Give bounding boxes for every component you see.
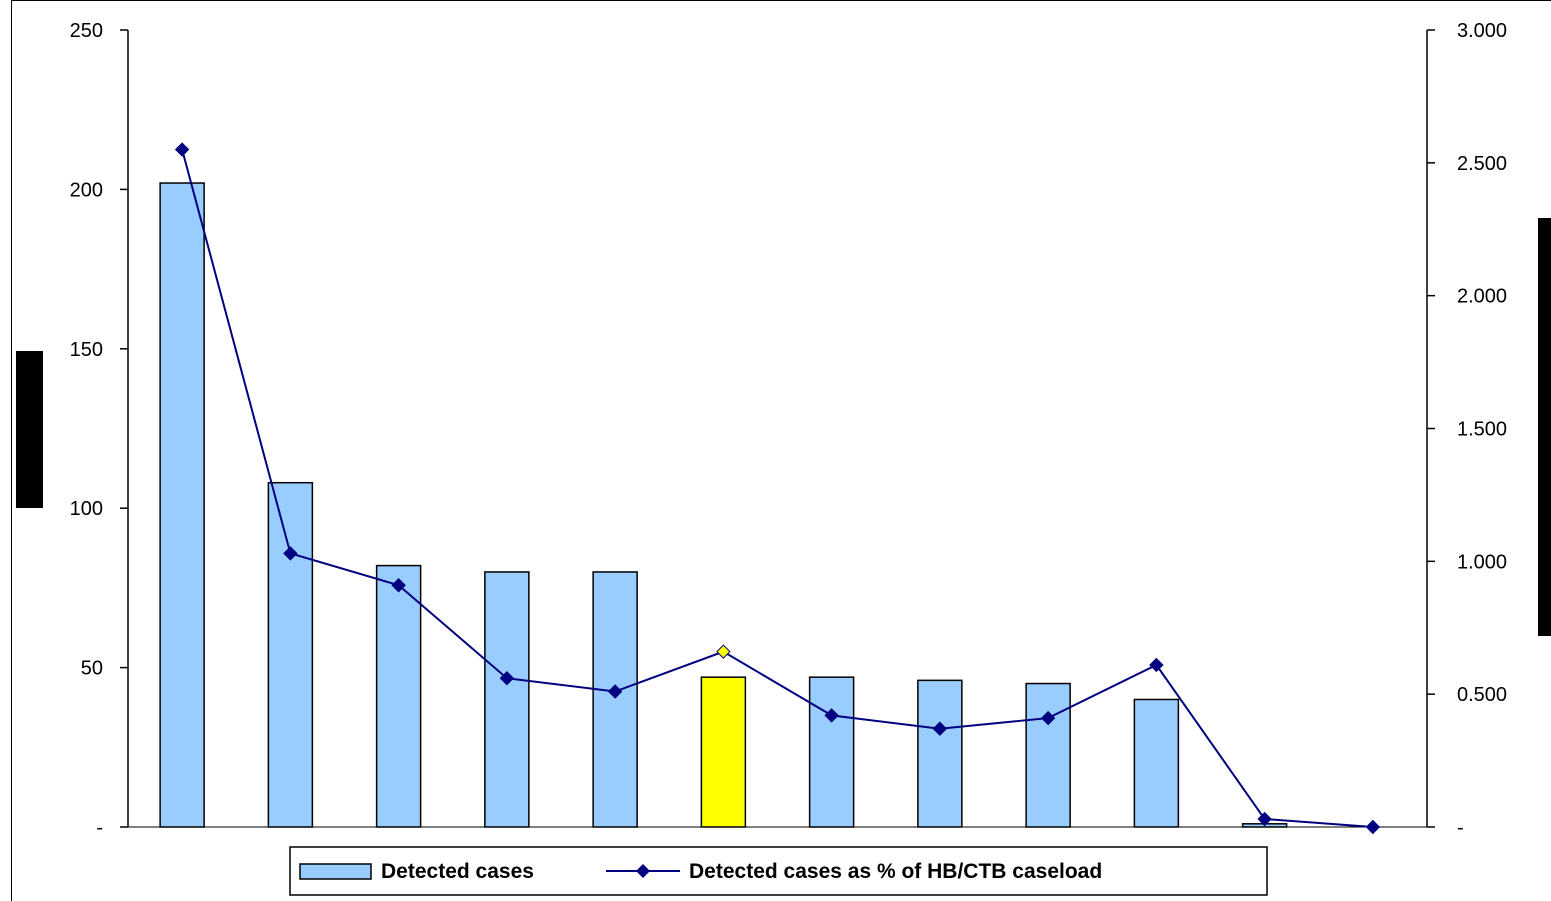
line-point — [391, 578, 406, 593]
legend-box — [289, 846, 1268, 896]
left-axis-tick-label: 50 — [81, 658, 103, 680]
right-axis-tick-label: 2.000 — [1457, 286, 1507, 308]
left-axis-tick-label: - — [96, 817, 103, 839]
bar — [267, 481, 314, 828]
bar — [484, 571, 530, 828]
bar — [159, 182, 205, 828]
line-point — [824, 708, 839, 723]
bar — [808, 676, 855, 828]
line-point — [1040, 710, 1056, 726]
legend: Detected cases Detected cases as % of HB… — [289, 846, 1268, 896]
line-point — [499, 671, 515, 686]
left-axis-tick-label: 200 — [70, 179, 103, 201]
bar — [592, 571, 638, 828]
series-line — [181, 149, 1373, 828]
line-point — [1257, 811, 1272, 827]
legend-bar-swatch — [299, 863, 372, 880]
left-axis-tick-label: 250 — [70, 20, 103, 42]
right-axis-title-redacted — [1538, 218, 1551, 636]
line-series — [174, 142, 1381, 835]
line-point — [174, 142, 190, 157]
line-point — [283, 546, 298, 561]
line-point — [1149, 657, 1164, 673]
bar — [375, 564, 422, 828]
bar-series — [159, 182, 1288, 828]
right-axis-tick-label: 1.500 — [1457, 419, 1507, 441]
line-point — [932, 721, 948, 736]
line-point — [1365, 819, 1381, 835]
right-axis-tick-label: 0.500 — [1457, 684, 1507, 706]
bar — [917, 679, 963, 828]
right-axis-tick-label: 1.000 — [1457, 551, 1507, 573]
right-axis-tick-label: 3.000 — [1457, 20, 1507, 42]
chart-frame — [11, 0, 1551, 901]
left-axis-tick-label: 100 — [70, 498, 103, 520]
line-point — [607, 684, 623, 699]
left-axis-tick-label: 150 — [70, 339, 103, 361]
legend-label-line: Detected cases as % of HB/CTB caseload — [689, 860, 1102, 883]
right-axis-tick-label: 2.500 — [1457, 153, 1507, 175]
legend-label-bars: Detected cases — [381, 860, 534, 883]
bar — [1025, 682, 1071, 828]
line-point — [716, 644, 731, 659]
right-axis-tick-label: - — [1457, 817, 1464, 839]
legend-line-marker — [636, 864, 650, 878]
bar — [1133, 698, 1180, 828]
left-axis-title-redacted — [16, 351, 43, 508]
bar — [700, 676, 747, 828]
axes: - 50 100 150 200 250 - 0.500 1.000 1.500 2.000 2.50… — [70, 20, 1507, 839]
